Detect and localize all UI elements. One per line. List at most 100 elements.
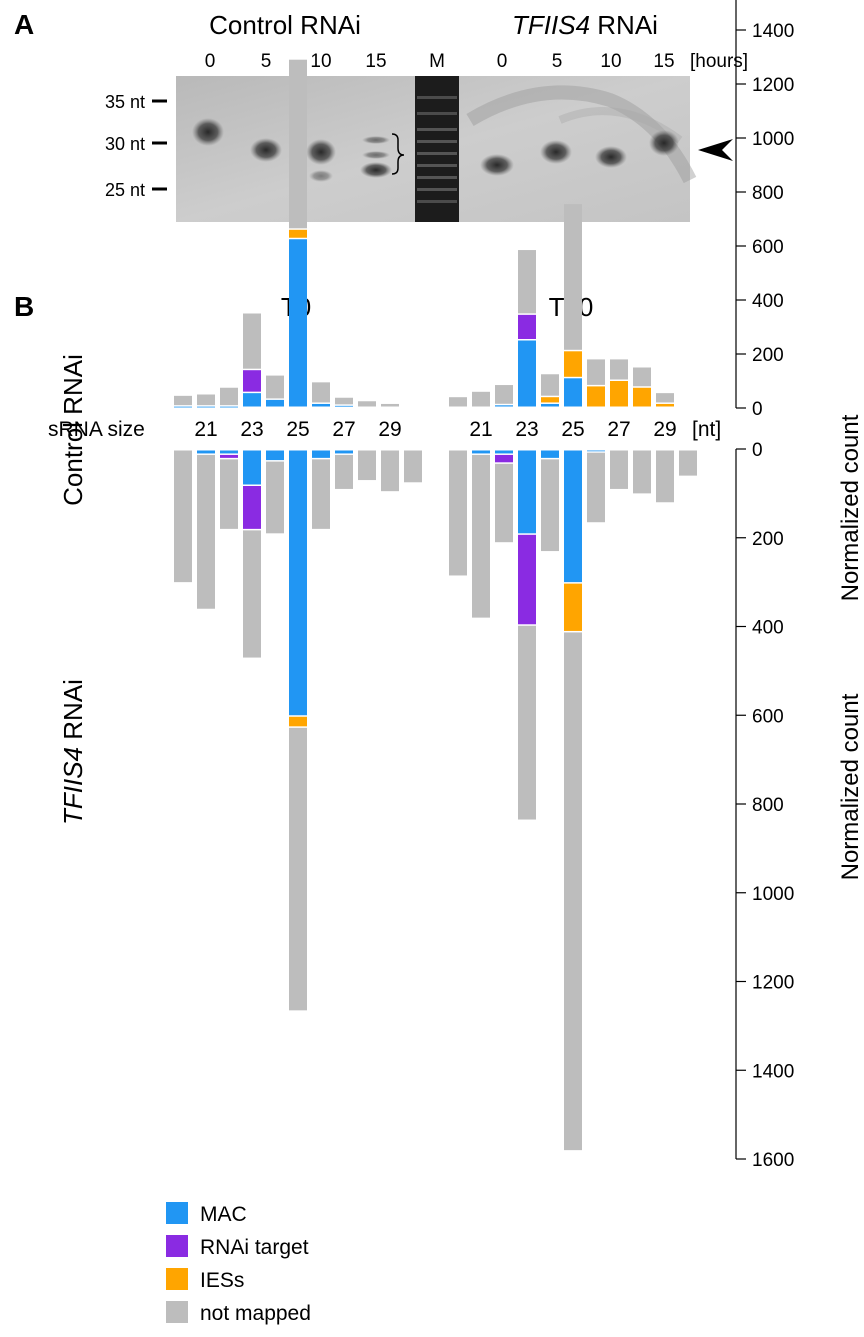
bar-segment-top-mac: [266, 399, 284, 407]
bar-segment-bottom-not-mapped: [266, 461, 284, 534]
size-ticks-t10: 21 23 25 27 29: [469, 418, 676, 441]
bar-segment-bottom-not-mapped: [472, 454, 490, 618]
bar-segment-top-iess: [656, 403, 674, 407]
bar-segment-top-not-mapped: [449, 397, 467, 407]
y-tick-label-top: 600: [752, 237, 784, 258]
bar-segment-bottom-not-mapped: [335, 454, 353, 489]
bar-segment-bottom-not-mapped: [679, 450, 697, 476]
bar-segment-bottom-not-mapped: [564, 632, 582, 1151]
y-tick-label-top: 1000: [752, 129, 794, 150]
y-tick-label-top: 0: [752, 399, 763, 420]
gel-group-tfiis4-suffix: RNAi: [590, 10, 658, 40]
size-tick-label: 25: [561, 418, 584, 441]
gel-lane-label: 10: [600, 51, 621, 72]
row-label-control: Control RNAi: [58, 354, 88, 506]
bar-segment-top-mac: [335, 405, 353, 407]
bar-segment-top-iess: [633, 387, 651, 407]
size-tick-label: 23: [240, 418, 263, 441]
panel-a: A Control RNAi TFIIS4 RNAi 0 5 10 15 M 0…: [14, 9, 748, 222]
y-tick-label-bottom: 1200: [752, 973, 794, 994]
gel-group-control-label: Control RNAi: [209, 10, 361, 40]
bar-segment-top-iess: [289, 229, 307, 238]
bar-segment-top-not-mapped: [174, 395, 192, 406]
bar-segment-top-not-mapped: [266, 375, 284, 399]
gel-marker-band: [417, 140, 457, 143]
bar-segment-bottom-not-mapped: [495, 463, 513, 543]
bar-segment-top-not-mapped: [381, 403, 399, 407]
bar-segment-top-not-mapped: [335, 397, 353, 405]
gel-marker-lane-body: [415, 76, 459, 222]
row-label-tfiis4: TFIIS4 RNAi: [58, 679, 88, 825]
bars-t0: [174, 59, 422, 1011]
gel-image: [176, 76, 697, 222]
bar-segment-top-not-mapped: [197, 394, 215, 406]
size-tick-label: 23: [515, 418, 538, 441]
legend-label-ies: IESs: [200, 1269, 244, 1292]
bar-segment-bottom-iess: [564, 583, 582, 631]
bar-segment-bottom-mac: [541, 450, 559, 458]
legend: MAC RNAi target IESs not mapped: [166, 1202, 311, 1325]
y-tick-label-top: 400: [752, 291, 784, 312]
bar-segment-bottom-not-mapped: [610, 450, 628, 489]
y-tick-label-top: 800: [752, 183, 784, 204]
gel-lane-label: 5: [552, 51, 563, 72]
bar-segment-bottom-mac: [587, 450, 605, 452]
bar-segment-bottom-rnai-target: [220, 454, 238, 458]
bar-segment-bottom-mac: [518, 450, 536, 534]
bar-segment-bottom-mac: [564, 450, 582, 583]
bar-segment-top-not-mapped: [289, 59, 307, 229]
gel-size-marker-label: 30 nt: [105, 134, 145, 154]
gel-band: [309, 170, 333, 182]
size-tick-label: 27: [607, 418, 630, 441]
y-tick-label-bottom: 1600: [752, 1150, 794, 1171]
bar-segment-bottom-rnai-target: [495, 454, 513, 463]
gel-lane-label: 5: [261, 51, 272, 72]
size-tick-label: 27: [332, 418, 355, 441]
bar-segment-top-not-mapped: [610, 359, 628, 380]
gel-marker-band: [417, 176, 457, 179]
bar-segment-bottom-not-mapped: [633, 450, 651, 494]
legend-swatch-rnai-target: [166, 1235, 188, 1257]
y-tick-label-bottom: 1400: [752, 1061, 794, 1082]
bar-segment-bottom-mac: [289, 450, 307, 716]
panel-b: B T0 T10 Control RNAi TFIIS4 RNAi sRNA s…: [14, 0, 864, 1325]
gel-band: [362, 151, 390, 159]
bar-segment-bottom-mac: [472, 450, 490, 454]
bar-segment-top-mac: [174, 406, 192, 408]
y-tick-label-top: 1400: [752, 21, 794, 42]
gel-band: [192, 118, 224, 146]
gel-marker-band: [417, 200, 457, 203]
y-axis-bottom: 0 200 400 600 800 1000 1200 1400 1600: [735, 440, 794, 1171]
legend-label-not-mapped: not mapped: [200, 1302, 311, 1325]
bar-segment-bottom-not-mapped: [358, 450, 376, 481]
gel-lane-label: 15: [365, 51, 386, 72]
bar-segment-top-iess: [587, 386, 605, 407]
y-tick-label-bottom: 1000: [752, 884, 794, 905]
bar-segment-bottom-not-mapped: [404, 450, 422, 483]
panel-a-label: A: [14, 9, 34, 40]
gel-group-tfiis4-label: TFIIS4 RNAi: [512, 10, 658, 40]
bar-segment-bottom-not-mapped: [656, 450, 674, 503]
y-tick-label-top: 200: [752, 345, 784, 366]
gel-size-marker-label: 25 nt: [105, 180, 145, 200]
size-axis-unit: [nt]: [692, 418, 721, 441]
y-tick-label-bottom: 800: [752, 795, 784, 816]
bar-segment-top-iess: [564, 351, 582, 377]
gel-band: [540, 140, 572, 164]
bar-segment-bottom-not-mapped: [243, 530, 261, 658]
gel-bracket: [391, 133, 405, 175]
bar-segment-top-not-mapped: [633, 367, 651, 387]
y-tick-label-bottom: 600: [752, 706, 784, 727]
gel-band: [595, 146, 627, 168]
bar-segment-bottom-iess: [289, 716, 307, 727]
y-tick-label-bottom: 200: [752, 529, 784, 550]
bar-segment-top-mac: [289, 239, 307, 407]
size-tick-label: 21: [469, 418, 492, 441]
y-tick-label-bottom: 400: [752, 618, 784, 639]
bar-segment-top-not-mapped: [656, 393, 674, 403]
bar-segment-bottom-not-mapped: [174, 450, 192, 583]
bar-segment-top-iess: [541, 397, 559, 403]
bar-segment-top-rnai-target: [518, 314, 536, 339]
bars-t10: [449, 204, 697, 1151]
bar-segment-bottom-mac: [243, 450, 261, 485]
